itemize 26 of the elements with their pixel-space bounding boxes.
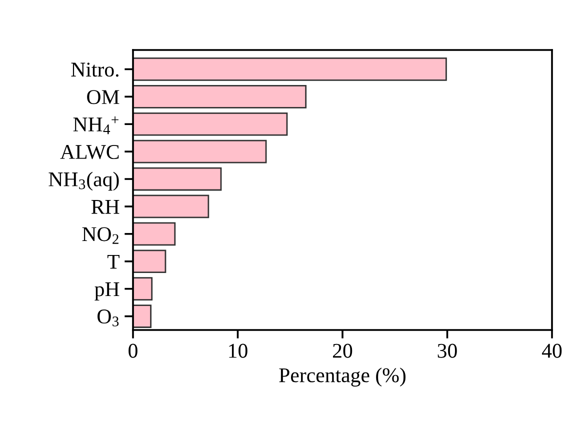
y-tick-label: pH: [94, 282, 120, 300]
y-tick-label: ALWC: [60, 145, 119, 160]
y-tick-label: RH: [91, 200, 120, 214]
x-tick-label: 10: [229, 344, 248, 358]
x-tick-label: 30: [438, 344, 457, 358]
bar: [133, 112, 288, 136]
y-tick-label: O$_{3}$: [98, 310, 119, 326]
y-tick-label: T: [107, 254, 120, 269]
bar: [133, 167, 222, 191]
bar: [133, 250, 166, 274]
bar: [133, 304, 152, 328]
y-tick-label: Nitro.: [71, 62, 118, 77]
bar: [133, 58, 447, 81]
bar: [133, 84, 307, 108]
bar: [133, 222, 176, 246]
x-tick-label: 0: [128, 344, 138, 358]
x-axis-title: Percentage (%): [279, 368, 406, 387]
y-tick-label: NH$_{4}$$^{+}$: [73, 116, 118, 134]
bar: [133, 140, 267, 164]
x-tick-label: 20: [333, 344, 352, 358]
y-tick-label: NH$_{3}$(aq): [48, 172, 119, 191]
y-tick-label: NO$_{2}$: [82, 227, 118, 244]
y-tick-label: OM: [87, 90, 120, 104]
bar: [133, 194, 210, 218]
x-tick-label: 40: [542, 344, 562, 358]
bar: [133, 277, 153, 300]
